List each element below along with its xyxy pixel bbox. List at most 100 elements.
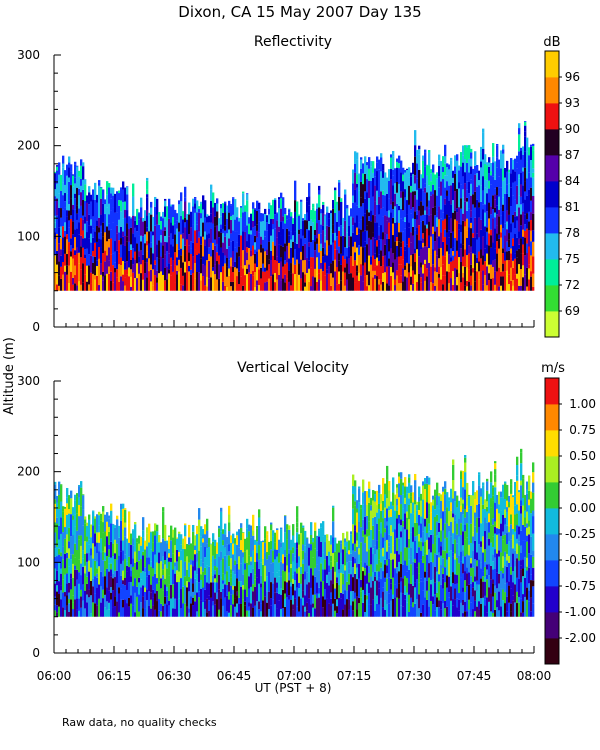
heat-cell: [78, 208, 81, 223]
heat-cell: [504, 193, 507, 210]
heat-cell: [350, 531, 353, 535]
heat-cell: [454, 210, 457, 220]
heat-cell: [484, 595, 487, 600]
heat-cell: [466, 280, 469, 287]
heat-cell: [276, 549, 279, 557]
heat-cell: [280, 561, 283, 577]
heat-cell: [338, 196, 341, 211]
heat-cell: [64, 508, 67, 528]
heat-cell: [68, 181, 71, 201]
heat-cell: [392, 532, 395, 546]
heat-cell: [506, 611, 509, 617]
heat-cell: [244, 551, 247, 564]
heat-cell: [506, 210, 509, 222]
heat-cell: [86, 561, 89, 577]
heat-cell: [400, 247, 403, 257]
heat-cell: [510, 574, 513, 589]
heat-cell: [380, 533, 383, 550]
heat-cell: [532, 256, 535, 274]
heat-cell: [130, 533, 133, 545]
heat-cell: [458, 182, 461, 189]
heat-cell: [472, 609, 475, 617]
heat-cell: [454, 553, 457, 560]
heat-cell: [396, 241, 399, 246]
heat-cell: [276, 608, 279, 617]
heat-cell: [100, 214, 103, 226]
heat-cell: [518, 151, 521, 156]
heat-cell: [240, 603, 243, 617]
heat-cell: [408, 559, 411, 570]
heat-cell: [166, 596, 169, 605]
heat-cell: [336, 201, 339, 205]
heat-cell: [166, 558, 169, 569]
heat-cell: [88, 514, 91, 520]
heat-cell: [320, 523, 323, 528]
heat-cell: [500, 552, 503, 572]
heat-cell: [72, 284, 75, 291]
heat-cell: [152, 269, 155, 286]
heat-cell: [72, 563, 75, 578]
heat-cell: [486, 180, 489, 189]
heat-cell: [398, 163, 401, 169]
heat-cell: [398, 583, 401, 599]
heat-cell: [436, 581, 439, 593]
heat-cell: [450, 558, 453, 576]
heat-cell: [250, 537, 253, 557]
heat-cell: [234, 231, 237, 248]
heat-cell: [248, 223, 251, 235]
heat-cell: [416, 552, 419, 568]
heat-cell: [318, 207, 321, 221]
heat-cell: [408, 547, 411, 560]
heat-cell: [98, 258, 101, 266]
heat-cell: [356, 271, 359, 276]
heat-cell: [84, 254, 87, 259]
heat-cell: [168, 584, 171, 601]
heat-cell: [382, 587, 385, 592]
heat-cell: [454, 256, 457, 269]
heat-cell: [232, 230, 235, 241]
heat-cell: [532, 472, 535, 483]
heat-cell: [210, 572, 213, 583]
heat-cell: [374, 215, 377, 223]
heat-cell: [478, 544, 481, 560]
heat-cell: [444, 494, 447, 511]
heat-cell: [78, 484, 81, 487]
heat-cell: [228, 259, 231, 269]
heat-cell: [304, 545, 307, 553]
heat-cell: [142, 236, 145, 255]
heat-cell: [418, 547, 421, 563]
heat-cell: [508, 260, 511, 275]
heat-cell: [284, 243, 287, 252]
heat-cell: [526, 557, 529, 567]
heat-cell: [204, 567, 207, 575]
heat-cell: [360, 197, 363, 207]
heat-cell: [420, 249, 423, 263]
heat-cell: [76, 165, 79, 167]
heat-cell: [92, 199, 95, 217]
heat-cell: [104, 546, 107, 553]
heat-cell: [288, 218, 291, 232]
heat-cell: [526, 243, 529, 254]
heat-cell: [518, 195, 521, 208]
heat-cell: [512, 267, 515, 280]
heat-cell: [454, 268, 457, 280]
heat-cell: [486, 481, 489, 491]
heat-cell: [312, 557, 315, 576]
heat-cell: [524, 120, 527, 122]
heat-cell: [54, 532, 57, 549]
heat-cell: [298, 596, 301, 612]
heat-cell: [358, 603, 361, 617]
heat-cell: [404, 172, 407, 190]
heat-cell: [476, 606, 479, 617]
heat-cell: [364, 173, 367, 192]
heat-cell: [70, 589, 73, 600]
heat-cell: [82, 584, 85, 601]
heat-cell: [262, 271, 265, 291]
heat-cell: [486, 211, 489, 228]
heat-cell: [138, 560, 141, 578]
heat-cell: [284, 264, 287, 275]
heat-cell: [476, 560, 479, 567]
heat-cell: [94, 279, 97, 291]
heat-cell: [58, 261, 61, 276]
heat-cell: [428, 150, 431, 153]
